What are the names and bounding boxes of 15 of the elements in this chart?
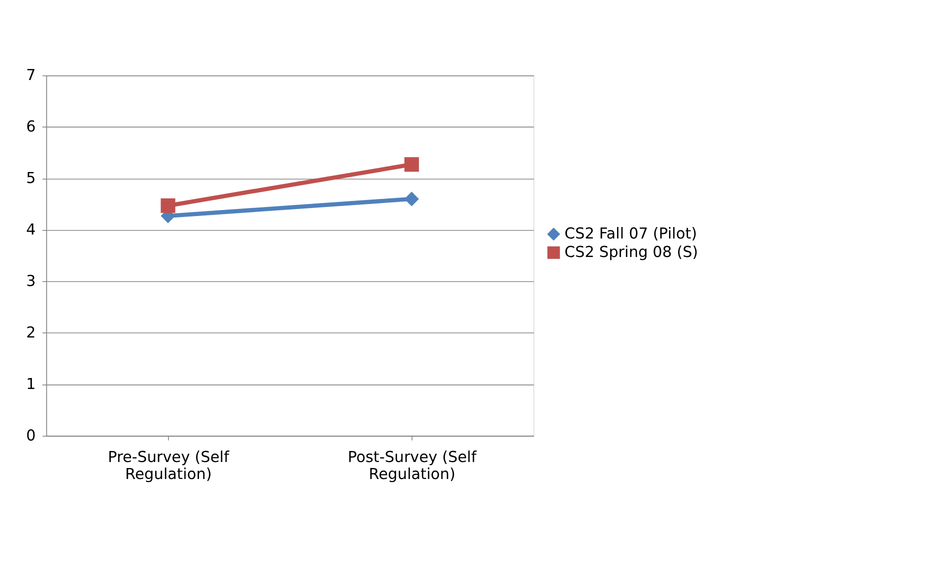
y-tick-label: 4 [26, 220, 36, 238]
x-tick-label: Post-Survey (Self Regulation) [348, 448, 478, 484]
y-tick-label: 0 [26, 426, 36, 444]
y-tick-label: 3 [26, 272, 36, 290]
y-tick-label: 2 [26, 323, 36, 342]
legend-label: CS2 Spring 08 (S) [564, 242, 698, 261]
y-tick-label: 5 [26, 168, 36, 187]
point [404, 157, 419, 172]
point [160, 198, 176, 213]
legend-label: CS2 Fall 07 (Pilot) [564, 224, 698, 242]
x-tick-label: Pre-Survey (Self Regulation) [108, 448, 230, 484]
y-tick-label: 7 [26, 66, 36, 84]
point [404, 192, 419, 206]
y-tick-label: 6 [26, 117, 36, 136]
y-tick-label: 1 [26, 374, 36, 393]
